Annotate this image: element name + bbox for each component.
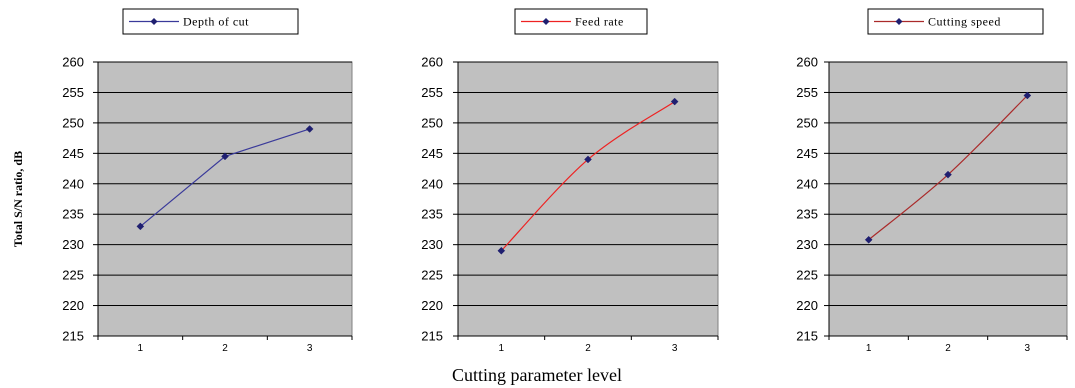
- x-tick-label: 3: [307, 343, 313, 354]
- legend: Feed rate: [514, 8, 648, 35]
- y-tick-label: 260: [421, 55, 443, 70]
- y-tick-label: 255: [796, 85, 818, 100]
- plot-area: [457, 61, 719, 337]
- legend-marker: [150, 18, 158, 25]
- y-tick-label: 215: [796, 329, 818, 344]
- x-tick-label: 2: [945, 343, 951, 354]
- y-tick-label: 220: [796, 298, 818, 313]
- y-tick-label: 240: [62, 176, 84, 191]
- y-tick-label: 260: [62, 55, 84, 70]
- y-tick-label: 255: [421, 85, 443, 100]
- legend-label: Cutting speed: [928, 15, 1001, 29]
- y-tick-label: 225: [62, 268, 84, 283]
- y-tick-label: 230: [421, 237, 443, 252]
- y-tick-label: 225: [421, 268, 443, 283]
- y-tick-label: 235: [421, 207, 443, 222]
- plot-area: [828, 61, 1068, 337]
- x-tick-label: 3: [1025, 343, 1031, 354]
- data-point-marker: [584, 155, 592, 164]
- y-tick-label: 220: [421, 298, 443, 313]
- y-axis-label: Total S/N ratio, dB: [11, 151, 25, 247]
- legend: Cutting speed: [867, 8, 1044, 35]
- x-tick-label: 1: [499, 343, 505, 354]
- y-tick-label: 255: [62, 85, 84, 100]
- y-tick-label: 220: [62, 298, 84, 313]
- y-tick-label: 225: [796, 268, 818, 283]
- data-point-marker: [864, 235, 873, 244]
- data-point-marker: [136, 222, 145, 231]
- y-tick-label: 250: [421, 115, 443, 130]
- y-tick-label: 245: [796, 146, 818, 161]
- plot-area: [97, 61, 353, 337]
- legend-label: Depth of cut: [183, 15, 249, 29]
- data-point-marker: [944, 170, 952, 179]
- data-point-marker: [670, 97, 679, 106]
- y-tick-label: 250: [62, 115, 84, 130]
- y-tick-label: 260: [796, 55, 818, 70]
- y-tick-label: 235: [796, 207, 818, 222]
- chart-panel-1: 215 220 225 230 235 240 245 250 255 260 1 2 3 Depth o…: [11, 8, 353, 354]
- chart-panel-2: 215 220 225 230 235 240 245 250 255 260 1 2 3 Feed ra…: [421, 8, 719, 354]
- x-tick-label: 2: [222, 343, 228, 354]
- legend-marker: [542, 18, 550, 25]
- data-point-marker: [1023, 91, 1032, 100]
- y-tick-label: 230: [796, 237, 818, 252]
- y-tick-label: 215: [62, 329, 84, 344]
- y-tick-label: 240: [421, 176, 443, 191]
- chart-panel-3: 215 220 225 230 235 240 245 250 255 260 1 2 3 Cutting…: [796, 8, 1068, 354]
- y-tick-label: 240: [796, 176, 818, 191]
- x-tick-label: 1: [866, 343, 872, 354]
- data-point-marker: [305, 125, 314, 133]
- legend-marker: [895, 18, 903, 25]
- y-tick-label: 245: [62, 146, 84, 161]
- y-tick-label: 235: [62, 207, 84, 222]
- x-tick-label: 1: [138, 343, 144, 354]
- y-tick-label: 230: [62, 237, 84, 252]
- y-tick-label: 245: [421, 146, 443, 161]
- legend: Depth of cut: [122, 8, 299, 35]
- data-point-marker: [497, 246, 506, 255]
- x-tick-label: 3: [672, 343, 678, 354]
- legend-label: Feed rate: [575, 15, 624, 29]
- x-axis-label: Cutting parameter level: [452, 365, 622, 385]
- x-tick-label: 2: [585, 343, 591, 354]
- y-tick-label: 215: [421, 329, 443, 344]
- y-tick-label: 250: [796, 115, 818, 130]
- data-point-marker: [221, 152, 229, 161]
